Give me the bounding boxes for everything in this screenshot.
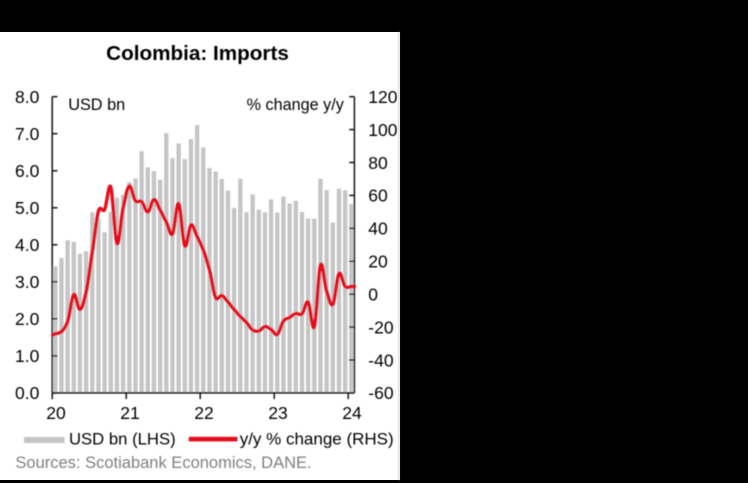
svg-text:8.0: 8.0 xyxy=(15,87,40,107)
svg-text:0.0: 0.0 xyxy=(15,383,40,403)
svg-text:Colombia: Imports: Colombia: Imports xyxy=(106,42,289,65)
svg-text:USD bn (LHS): USD bn (LHS) xyxy=(69,430,176,449)
svg-text:20: 20 xyxy=(46,403,66,423)
svg-text:2.0: 2.0 xyxy=(15,309,40,329)
svg-text:4.0: 4.0 xyxy=(15,235,40,255)
svg-text:Sources: Scotiabank Economics,: Sources: Scotiabank Economics, DANE. xyxy=(15,454,311,472)
svg-text:-20: -20 xyxy=(368,317,394,337)
svg-text:-40: -40 xyxy=(368,350,394,370)
svg-text:21: 21 xyxy=(120,403,139,423)
svg-text:24: 24 xyxy=(342,403,362,423)
svg-text:y/y % change (RHS): y/y % change (RHS) xyxy=(240,430,394,449)
svg-text:USD bn: USD bn xyxy=(68,96,125,114)
svg-text:0: 0 xyxy=(368,285,378,305)
svg-text:80: 80 xyxy=(368,153,388,173)
svg-text:40: 40 xyxy=(368,219,388,239)
svg-text:120: 120 xyxy=(368,87,397,107)
svg-text:6.0: 6.0 xyxy=(15,161,40,181)
svg-text:60: 60 xyxy=(368,186,388,206)
svg-text:7.0: 7.0 xyxy=(15,124,40,144)
svg-text:22: 22 xyxy=(194,403,213,423)
svg-text:1.0: 1.0 xyxy=(15,346,40,366)
svg-text:% change y/y: % change y/y xyxy=(247,96,345,114)
svg-text:-60: -60 xyxy=(368,383,394,403)
svg-text:20: 20 xyxy=(368,252,388,272)
svg-text:5.0: 5.0 xyxy=(15,198,40,218)
svg-text:3.0: 3.0 xyxy=(15,272,40,292)
svg-text:100: 100 xyxy=(368,120,397,140)
svg-text:23: 23 xyxy=(268,403,287,423)
